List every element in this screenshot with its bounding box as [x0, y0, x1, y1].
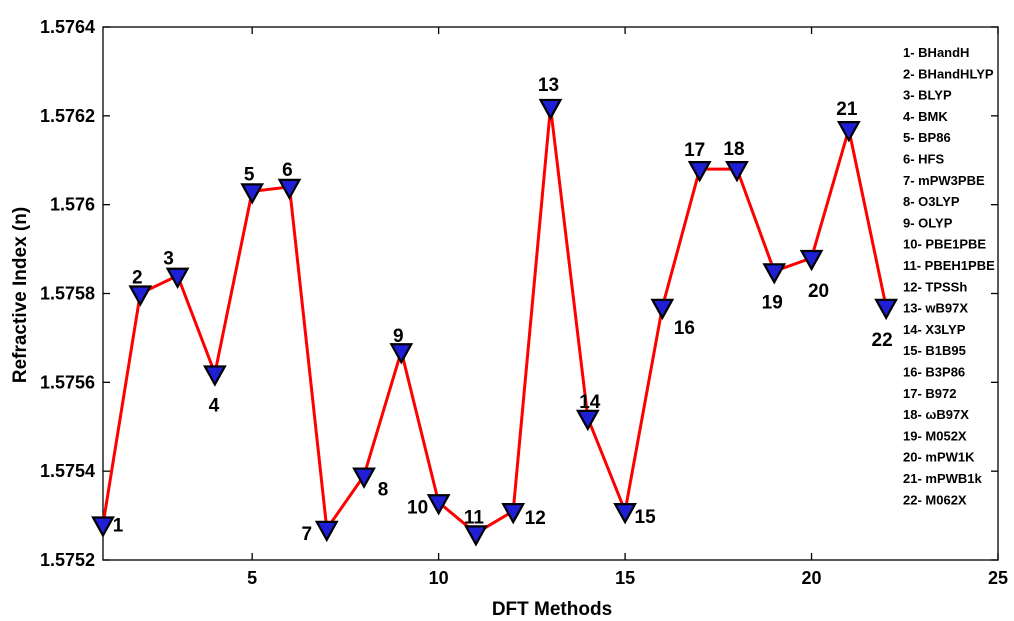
x-tick-label: 20	[802, 568, 822, 588]
data-point-marker	[836, 121, 861, 143]
data-point-label: 13	[538, 75, 559, 96]
data-point-marker	[389, 343, 414, 365]
data-point-marker	[650, 298, 675, 321]
data-point-label: 22	[872, 330, 893, 351]
legend-entry: 14- X3LYP	[903, 322, 966, 337]
data-point-label: 7	[301, 524, 312, 545]
data-point-label: 9	[393, 326, 404, 347]
legend-entry: 12- TPSSh	[903, 279, 967, 294]
x-tick-label: 25	[988, 568, 1008, 588]
y-tick-label: 1.5754	[40, 461, 95, 481]
data-point-marker	[538, 98, 563, 121]
y-tick-label: 1.5756	[40, 372, 95, 392]
data-point-label: 17	[684, 140, 705, 161]
data-point-label: 15	[635, 507, 657, 528]
legend-entry: 2- BHandHLYP	[903, 66, 994, 81]
data-point-label: 12	[525, 508, 546, 529]
x-axis-label: DFT Methods	[492, 599, 612, 620]
legend-entry: 5- BP86	[903, 130, 951, 145]
y-tick-label: 1.5758	[40, 284, 95, 304]
y-tick-label: 1.5752	[40, 550, 95, 570]
data-point-marker	[799, 249, 824, 272]
data-point-marker	[240, 183, 265, 205]
y-axis: 1.5752 1.5754 1.5756 1.5758 1.576 1.5762 1.576…	[40, 17, 998, 570]
data-point-label: 6	[282, 160, 293, 181]
data-point-label: 19	[762, 292, 783, 313]
data-point-label: 4	[209, 395, 220, 416]
series-line	[101, 106, 888, 536]
legend-entry: 17- B972	[903, 386, 956, 401]
data-point-label: 2	[132, 268, 143, 289]
legend-entry: 10- PBE1PBE	[903, 237, 986, 252]
legend: 1- BHandH 2- BHandHLYP 3- BLYP 4- BMK 5- BP8…	[903, 45, 995, 507]
data-point-marker	[501, 503, 526, 525]
data-point-label: 18	[723, 139, 744, 160]
data-point-label: 16	[674, 318, 695, 339]
data-point-marker	[314, 520, 339, 543]
legend-entry: 11- PBEH1PBE	[903, 258, 995, 273]
data-point-label: 21	[836, 99, 858, 120]
data-point-marker	[352, 467, 376, 489]
y-tick-label: 1.5762	[40, 106, 95, 126]
data-point-marker	[762, 263, 787, 285]
data-point-marker	[575, 409, 600, 432]
legend-entry: 9- OLYP	[903, 215, 953, 230]
data-point-marker	[687, 161, 712, 183]
data-point-label: 10	[407, 497, 428, 518]
y-tick-label: 1.5764	[40, 17, 95, 37]
data-point-label: 14	[579, 392, 601, 413]
x-tick-label: 15	[615, 568, 635, 588]
legend-entry: 1- BHandH	[903, 45, 969, 60]
legend-entry: 13- wB97X	[903, 301, 968, 316]
legend-entry: 19- M052X	[903, 428, 967, 443]
data-point-marker	[91, 516, 115, 538]
y-axis-label: Refractive Index (n)	[10, 207, 31, 383]
legend-entry: 7- mPW3PBE	[903, 173, 985, 188]
data-point-label: 5	[244, 164, 255, 185]
data-point-marker	[277, 178, 302, 201]
data-point-marker	[725, 161, 749, 183]
legend-entry: 3- BLYP	[903, 88, 952, 103]
x-tick-label: 10	[429, 568, 449, 588]
legend-entry: 16- B3P86	[903, 365, 965, 380]
data-point-marker	[874, 298, 898, 321]
legend-entry: 4- BMK	[903, 109, 948, 124]
x-axis: 5 10 15 20 25	[247, 27, 1008, 588]
data-point-marker	[165, 267, 190, 289]
data-point-marker	[128, 285, 153, 307]
legend-entry: 20- mPW1K	[903, 450, 975, 465]
data-point-label: 11	[464, 507, 485, 528]
data-point-marker	[613, 503, 637, 525]
legend-entry: 15- B1B95	[903, 343, 966, 358]
x-tick-label: 5	[247, 568, 257, 588]
data-point-marker	[464, 525, 488, 547]
data-point-marker	[203, 365, 227, 387]
y-tick-label: 1.576	[50, 195, 95, 215]
legend-entry: 22- M062X	[903, 492, 967, 507]
data-point-marker	[426, 494, 451, 516]
legend-entry: 8- O3LYP	[903, 194, 960, 209]
legend-entry: 21- mPWB1k	[903, 471, 983, 486]
legend-entry: 6- HFS	[903, 152, 945, 167]
data-point-label: 3	[163, 249, 174, 270]
data-point-label: 8	[378, 480, 389, 501]
data-point-label: 20	[808, 281, 829, 302]
series-markers	[91, 98, 898, 547]
data-point-label: 1	[113, 515, 124, 536]
legend-entry: 18- ωB97X	[903, 407, 969, 422]
